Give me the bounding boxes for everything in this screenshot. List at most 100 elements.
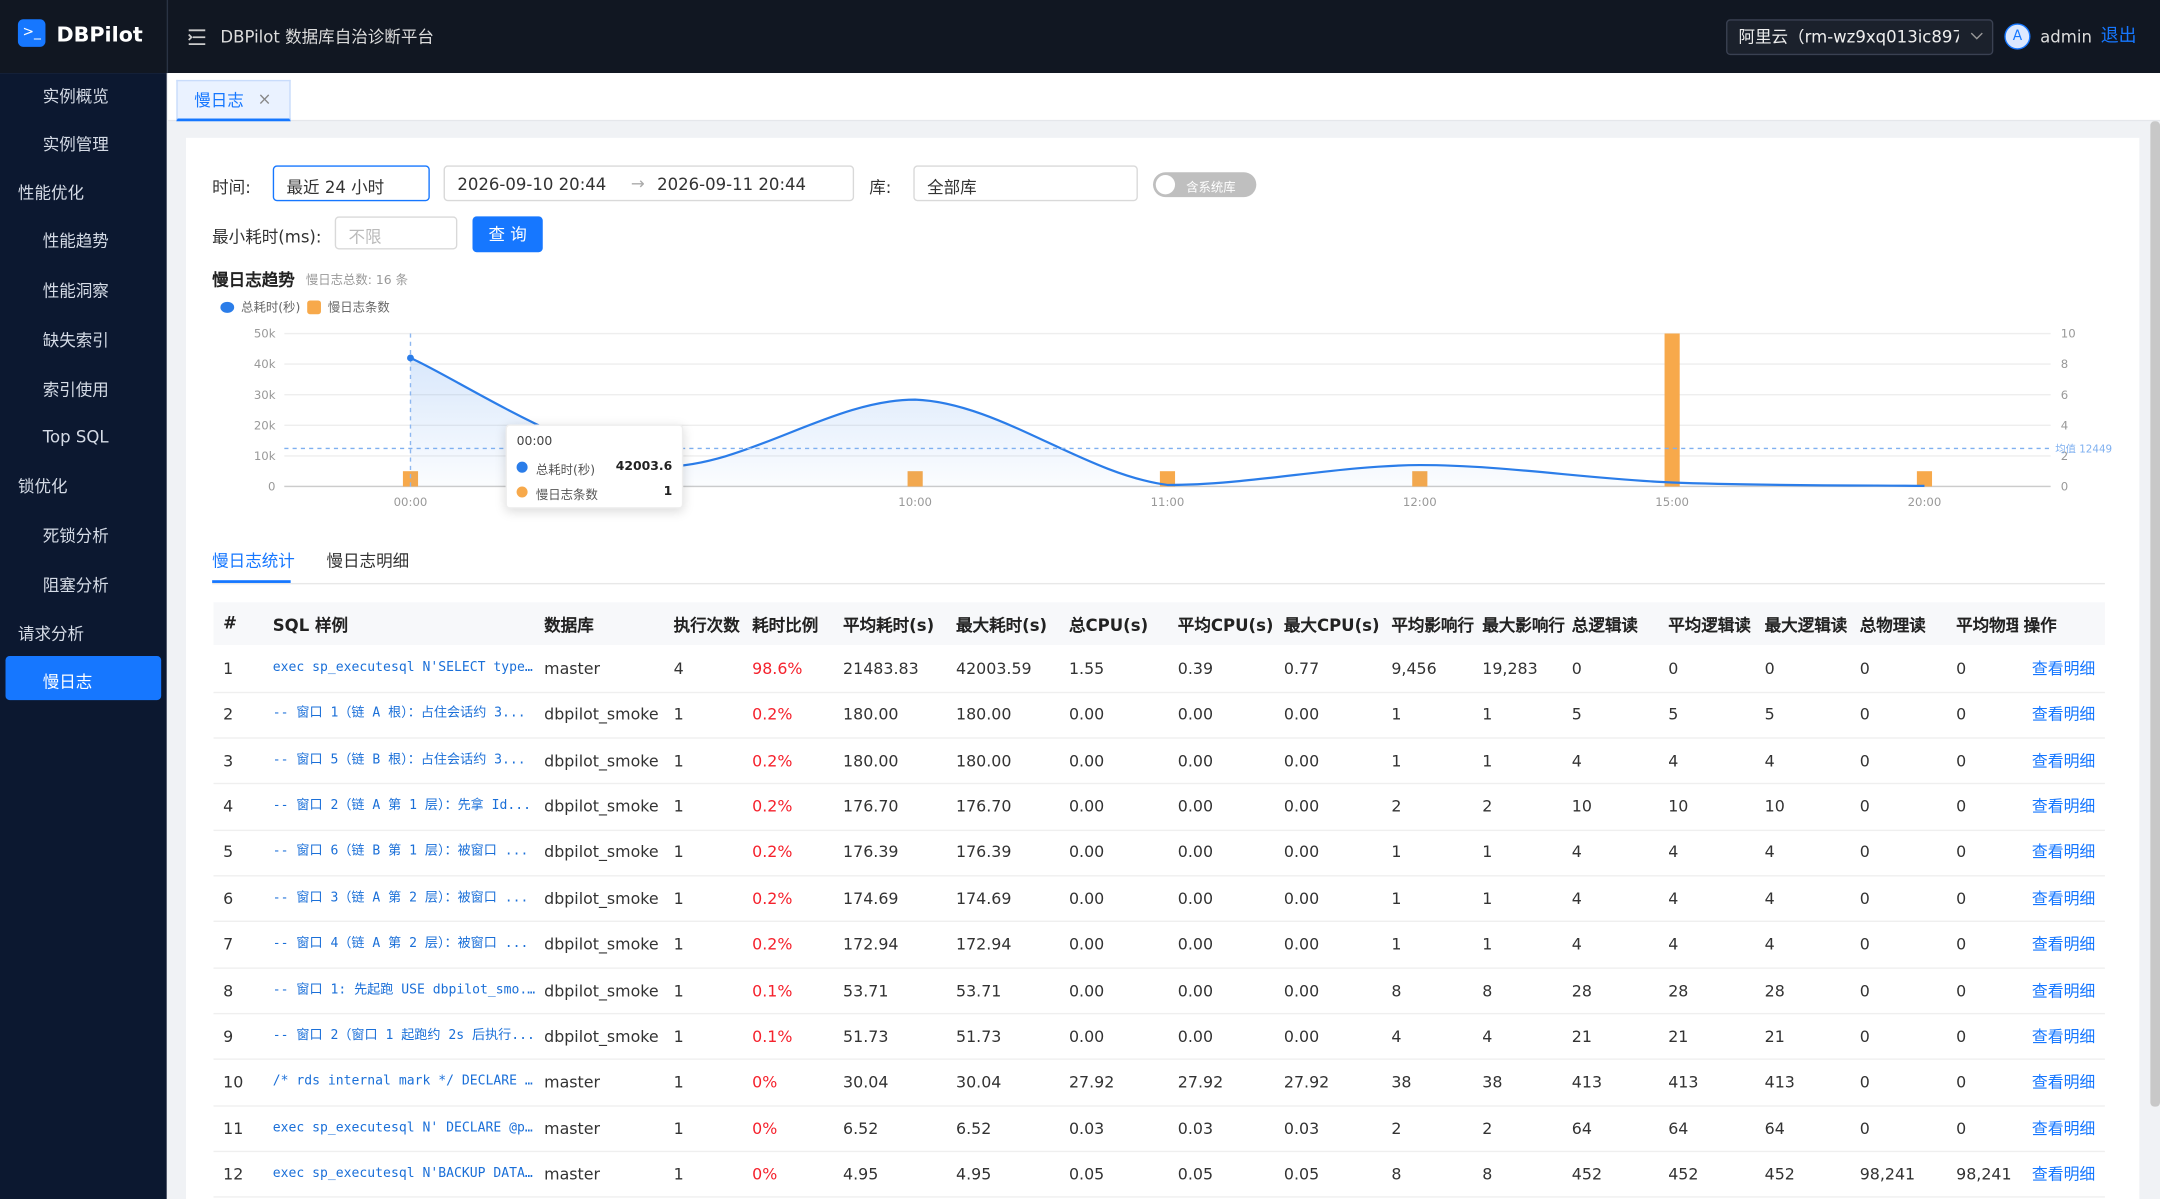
cell: dbpilot_smoke — [544, 934, 659, 954]
tooltip-dot — [516, 461, 528, 473]
cell: 0.03 — [1283, 1118, 1320, 1138]
db-select[interactable] — [913, 165, 1138, 202]
nav-item[interactable]: 实例管理 — [42, 135, 109, 155]
cell: dbpilot_smoke — [544, 980, 659, 1000]
tooltip-name: 慢日志条数 — [535, 489, 598, 504]
cell: 452 — [1571, 1164, 1603, 1184]
cell: -- 窗口 1: 先起跑 USE dbpilot_smo... — [272, 981, 536, 998]
cell: 0.05 — [1068, 1164, 1105, 1184]
cell: 0.2% — [752, 796, 793, 816]
cell: 0 — [1859, 934, 1870, 954]
cell: -- 窗口 2（链 A 第 1 层）：先拿 Id... — [272, 798, 532, 814]
tab-ink — [212, 580, 291, 583]
tab[interactable] — [176, 79, 291, 122]
detail-link[interactable]: 查看明细 — [2031, 658, 2096, 679]
row-border — [213, 1196, 2105, 1199]
cell: 0.2% — [752, 934, 793, 954]
logo: >_ — [17, 19, 46, 47]
table-tab[interactable]: 慢日志统计 — [212, 551, 295, 571]
nav-item[interactable]: 慢日志 — [42, 672, 93, 692]
cell: 174.69 — [956, 888, 1012, 908]
nav-group[interactable]: 锁优化 — [17, 476, 68, 497]
cell: 4 — [1668, 934, 1679, 954]
cell: 0 — [1956, 1072, 1967, 1092]
detail-link[interactable]: 查看明细 — [2031, 1072, 2096, 1092]
cell: 452 — [1668, 1164, 1699, 1184]
tab-label: 慢日志 — [194, 90, 244, 111]
cell: 4 — [1764, 888, 1775, 908]
cell: master — [544, 1072, 601, 1092]
cell: 2 — [1482, 796, 1493, 816]
detail-link[interactable]: 查看明细 — [2031, 796, 2096, 816]
cell: 0.00 — [1177, 842, 1214, 862]
column-header: 执行次数 — [673, 616, 740, 636]
detail-link[interactable]: 查看明细 — [2031, 842, 2096, 862]
cell: 5 — [223, 842, 234, 862]
detail-link[interactable]: 查看明细 — [2031, 980, 2096, 1000]
cell: 1 — [1391, 934, 1402, 954]
nav-active[interactable] — [5, 656, 162, 701]
nav-item[interactable]: 索引使用 — [42, 380, 109, 400]
cell: 0% — [752, 1118, 778, 1138]
query-button[interactable]: 查 询 — [472, 216, 543, 253]
nav-group[interactable]: 请求分析 — [17, 624, 85, 644]
instance-select[interactable] — [1726, 19, 1994, 56]
row-border — [213, 875, 2105, 877]
cell: -- 窗口 2（窗口 1 起跑约 2s 后执行... — [272, 1027, 535, 1044]
cell: 53.71 — [956, 980, 1002, 1000]
cell: 1 — [1482, 704, 1493, 725]
cell: 1 — [673, 980, 684, 1000]
cell: 1 — [1391, 750, 1402, 771]
nav-item[interactable]: 实例概览 — [42, 86, 109, 107]
cell: 3 — [223, 750, 234, 771]
detail-link[interactable]: 查看明细 — [2031, 934, 2096, 954]
tab-close[interactable]: × — [257, 89, 272, 109]
nav-group[interactable]: 性能优化 — [17, 183, 85, 203]
cell: 98,241 — [1859, 1164, 1916, 1184]
cell: 0.1% — [752, 980, 793, 1000]
nav-item[interactable]: Top SQL — [42, 427, 109, 447]
logout[interactable]: 退出 — [2100, 26, 2137, 47]
cell: -- 窗口 5（链 B 根）：占住会话约 3... — [272, 752, 526, 768]
range-select[interactable] — [272, 165, 430, 202]
row-border — [213, 737, 2105, 739]
detail-link[interactable]: 查看明细 — [2031, 1118, 2096, 1138]
nav-item[interactable]: 缺失索引 — [42, 330, 109, 351]
date-range[interactable] — [443, 165, 855, 202]
cell: -- 窗口 3（链 A 第 2 层）：被窗口 ... — [272, 890, 529, 906]
menu-icon[interactable] — [187, 28, 206, 47]
cell: 0.00 — [1283, 704, 1320, 725]
cell: 38 — [1391, 1072, 1412, 1092]
detail-link[interactable]: 查看明细 — [2031, 1026, 2096, 1046]
nav-item[interactable]: 阻塞分析 — [42, 576, 109, 596]
detail-link[interactable]: 查看明细 — [2031, 704, 2096, 725]
cell: 0.00 — [1068, 842, 1105, 862]
cell: 0% — [752, 1164, 778, 1184]
cell: 5 — [1668, 704, 1679, 725]
detail-link[interactable]: 查看明细 — [2031, 750, 2096, 771]
column-header: 平均物理读 — [1956, 616, 2018, 636]
cell: 42003.59 — [956, 658, 1032, 679]
cell: 64 — [1571, 1118, 1592, 1138]
nav-item[interactable]: 性能洞察 — [42, 281, 109, 301]
nav-item[interactable]: 性能趋势 — [42, 231, 109, 251]
detail-link[interactable]: 查看明细 — [2031, 888, 2096, 908]
cell: -- 窗口 1（链 A 根）：占住会话约 3... — [272, 706, 526, 722]
cell: 9,456 — [1391, 658, 1437, 679]
cell: -- 窗口 4（链 A 第 2 层）：被窗口 ... — [272, 935, 529, 952]
cell: 51.73 — [843, 1026, 889, 1046]
table-tab[interactable]: 慢日志明细 — [326, 551, 410, 571]
cell: 413 — [1764, 1072, 1795, 1092]
legend-label: 慢日志条数 — [328, 299, 391, 314]
cell: 0.00 — [1283, 750, 1320, 771]
nav-item[interactable]: 死锁分析 — [42, 526, 109, 546]
chart-subtitle: 慢日志总数: 16 条 — [305, 274, 409, 289]
cell: 19,283 — [1482, 658, 1538, 679]
cell: 176.39 — [843, 842, 899, 862]
date-sep: → — [630, 173, 645, 193]
min-input[interactable] — [334, 216, 458, 250]
row-border — [213, 1012, 2105, 1015]
cell: 4 — [1571, 934, 1582, 954]
detail-link[interactable]: 查看明细 — [2031, 1164, 2096, 1184]
